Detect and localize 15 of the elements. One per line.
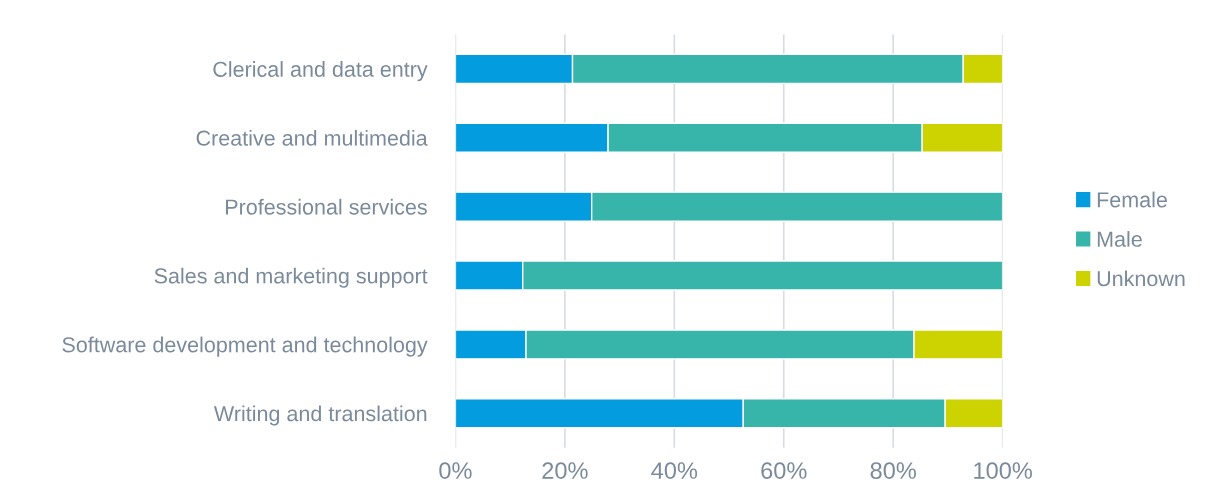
- y-tick-label: Clerical and data entry: [213, 61, 428, 82]
- x-tick-label: 80%: [870, 462, 916, 479]
- legend-label: Unknown: [1097, 270, 1185, 287]
- y-tick-label: Software development and technology: [62, 336, 428, 357]
- x-tick-label: 20%: [542, 462, 588, 479]
- x-tick-label: 0%: [439, 462, 472, 479]
- y-tick-label: Professional services: [226, 198, 427, 215]
- x-tick-label: 60%: [761, 462, 807, 479]
- x-tick-label: 40%: [651, 462, 698, 479]
- y-tick-label: Writing and translation: [213, 405, 427, 426]
- legend-label: Male: [1097, 231, 1142, 247]
- y-tick-label: Sales and marketing support: [154, 267, 428, 288]
- y-tick-label: Creative and multimedia: [196, 129, 428, 146]
- x-tick-label: 100%: [974, 462, 1032, 479]
- legend-label: Female: [1097, 191, 1167, 208]
